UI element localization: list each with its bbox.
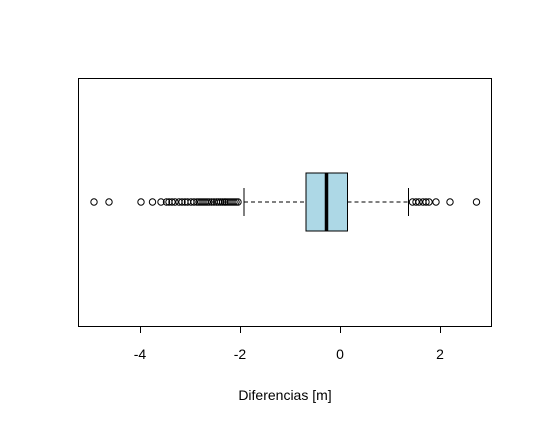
outlier-point — [415, 198, 423, 206]
outlier-point — [148, 198, 157, 206]
outlier-point — [90, 198, 98, 206]
outlier-point — [178, 198, 186, 206]
x-tick-label: 0 — [336, 346, 344, 362]
x-tick-label: -4 — [134, 346, 147, 362]
outlier-point — [446, 198, 454, 206]
outlier-point — [168, 198, 176, 206]
outlier-point — [218, 198, 227, 206]
outlier-point — [412, 198, 420, 206]
outlier-point — [472, 198, 481, 206]
outlier-point — [216, 198, 225, 206]
outlier-point — [230, 198, 238, 206]
outlier-point — [137, 198, 145, 206]
whiskers — [243, 188, 409, 216]
outlier-point — [162, 198, 171, 206]
outlier-point — [234, 198, 242, 206]
x-axis-title: Diferencias [m] — [238, 387, 331, 403]
x-axis: -4 -2 0 2 — [134, 326, 444, 362]
outlier-point — [203, 198, 211, 206]
outlier-point — [190, 198, 198, 206]
outlier-point — [207, 198, 216, 206]
x-tick-label: 2 — [436, 346, 444, 362]
outlier-point — [425, 198, 433, 206]
outlier-point — [232, 198, 240, 206]
box-group — [305, 172, 348, 232]
outlier-point — [171, 198, 179, 206]
x-tick-label: -2 — [234, 346, 247, 362]
outlier-point — [422, 198, 430, 206]
outlier-point — [205, 198, 213, 206]
outlier-point — [105, 198, 113, 206]
outlier-point — [432, 198, 440, 206]
outlier-points — [90, 198, 481, 206]
outlier-point — [157, 198, 165, 206]
